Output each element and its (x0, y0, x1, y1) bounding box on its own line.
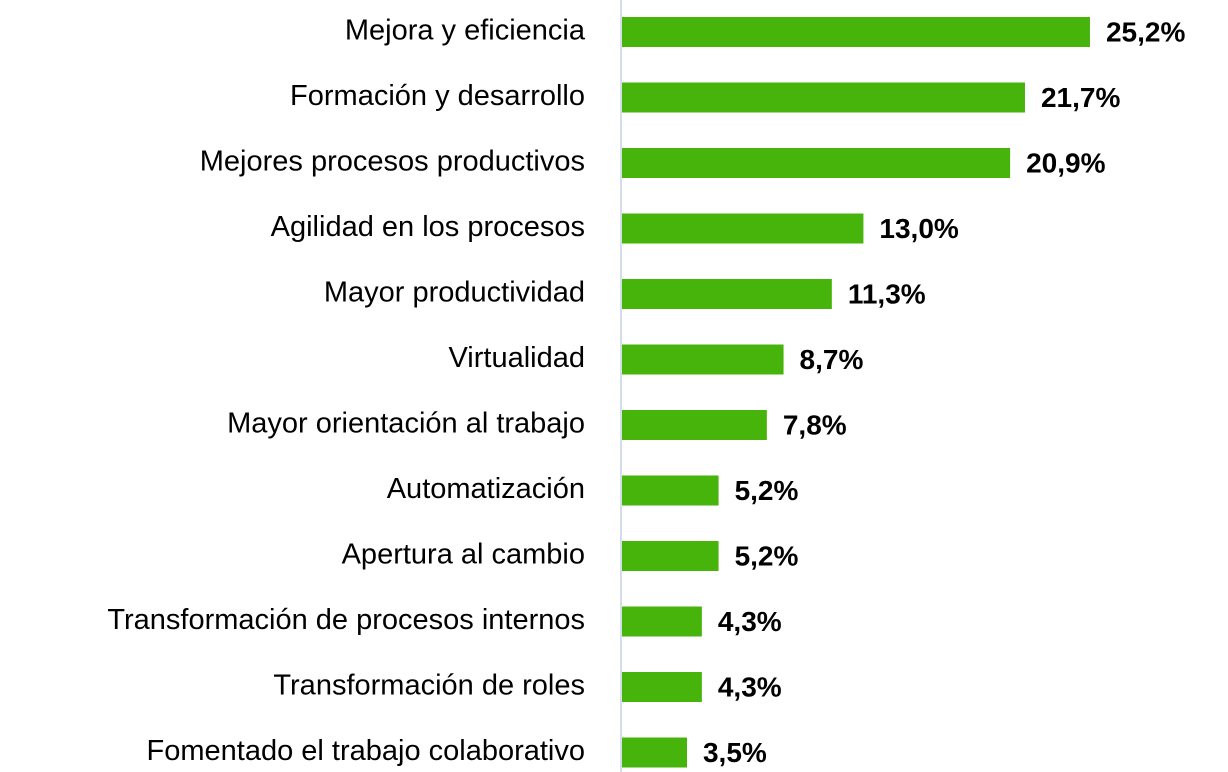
value-label: 4,3% (718, 606, 782, 637)
category-label: Fomentado el trabajo colaborativo (147, 735, 585, 767)
value-label: 13,0% (879, 213, 958, 244)
bar (622, 606, 702, 637)
category-label: Automatización (387, 473, 585, 505)
bar (622, 737, 687, 768)
value-label: 20,9% (1026, 147, 1105, 178)
category-label: Mayor orientación al trabajo (227, 408, 585, 440)
value-label: 11,3% (848, 278, 926, 309)
value-label: 7,8% (783, 409, 847, 440)
bar (622, 541, 719, 571)
category-label: Apertura al cambio (342, 539, 585, 571)
bar (622, 82, 1025, 113)
value-label: 25,2% (1106, 16, 1185, 47)
category-label: Formación y desarrollo (290, 80, 585, 112)
bar (622, 344, 784, 375)
value-label: 21,7% (1041, 82, 1120, 113)
value-label: 5,2% (735, 540, 799, 571)
bar (622, 279, 832, 309)
category-label: Virtualidad (448, 342, 585, 374)
bar (622, 213, 864, 244)
category-label: Mejora y eficiencia (345, 15, 586, 47)
bar (622, 17, 1090, 47)
category-label: Mejores procesos productivos (200, 146, 585, 178)
bar (622, 475, 719, 506)
bar (622, 148, 1011, 178)
category-label: Transformación de roles (273, 670, 585, 702)
category-label: Transformación de procesos internos (107, 604, 585, 636)
category-label: Agilidad en los procesos (271, 211, 585, 243)
category-label: Mayor productividad (324, 277, 585, 309)
bar (622, 410, 767, 440)
value-label: 5,2% (735, 475, 799, 506)
value-label: 4,3% (718, 671, 782, 702)
value-label: 3,5% (703, 737, 767, 768)
value-label: 8,7% (800, 344, 864, 375)
bar (622, 672, 702, 702)
